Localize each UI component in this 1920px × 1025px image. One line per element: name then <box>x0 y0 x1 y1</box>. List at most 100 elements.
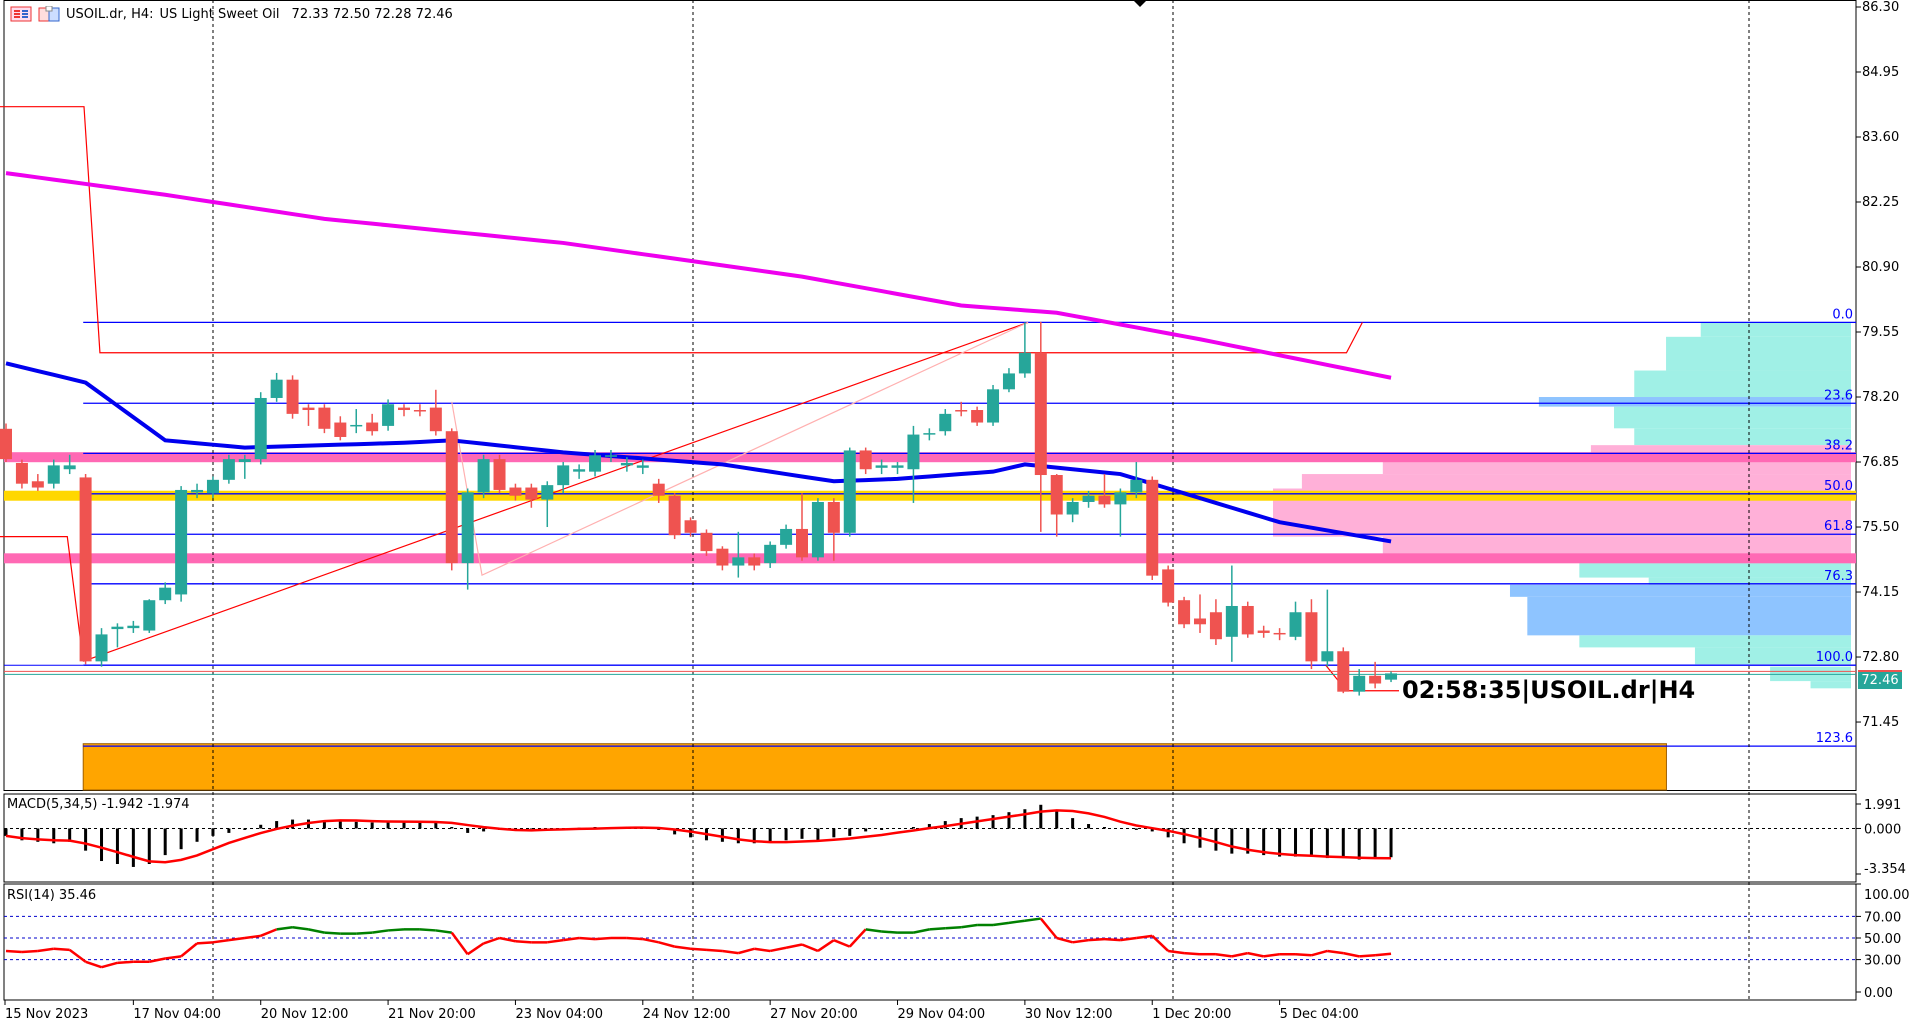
price-axis-label: 86.30 <box>1862 0 1899 15</box>
rsi-line-segment <box>180 942 198 958</box>
macd-axis-label: 0.000 <box>1864 822 1901 837</box>
candle <box>159 582 172 605</box>
volume-profile-bar <box>1634 370 1851 398</box>
candle <box>1050 474 1063 537</box>
price-axis-label: 84.95 <box>1862 65 1899 80</box>
candle <box>1289 601 1302 641</box>
time-axis-label: 29 Nov 04:00 <box>898 1007 986 1022</box>
volume-profile-bar <box>1382 536 1851 554</box>
candle-body <box>493 459 506 490</box>
rsi-line-segment <box>1359 954 1376 958</box>
candle-body <box>652 483 665 496</box>
candle-body <box>350 424 363 427</box>
rsi-label: RSI(14) 35.46 <box>7 888 97 903</box>
rsi-line-segment <box>324 931 341 935</box>
rsi-line-segment <box>260 928 278 937</box>
candle-body <box>1050 475 1063 515</box>
candle <box>15 459 28 489</box>
candle <box>843 447 856 537</box>
rsi-line-segment <box>754 947 771 953</box>
candle-body <box>1034 352 1047 476</box>
candle-body <box>398 407 410 411</box>
candle-body <box>191 489 204 493</box>
volume-profile-bar <box>1648 577 1851 585</box>
candle <box>732 531 745 578</box>
volume-profile-bar <box>1614 406 1851 429</box>
candle-body <box>366 422 379 432</box>
candle-body <box>1066 501 1079 515</box>
rsi-line-segment <box>276 925 293 931</box>
time-axis-label: 17 Nov 04:00 <box>133 1007 221 1022</box>
candle <box>827 498 840 561</box>
candle-body <box>1082 495 1095 502</box>
candle-body <box>461 492 474 564</box>
candle <box>206 476 219 499</box>
candle <box>1305 599 1318 670</box>
candle <box>477 454 490 499</box>
list-icon[interactable] <box>10 6 32 22</box>
candle <box>1018 322 1031 378</box>
candle-body <box>780 528 793 545</box>
price-axis-label: 78.20 <box>1862 390 1899 405</box>
price-axis-label: 74.15 <box>1862 585 1899 600</box>
rsi-line-segment <box>833 939 851 948</box>
fibonacci-level-label: 76.3 <box>1824 569 1853 584</box>
rsi-line-segment <box>769 946 787 953</box>
candle <box>1178 596 1191 629</box>
rsi-line-segment <box>1151 934 1170 952</box>
candle-body <box>859 450 872 470</box>
candle-body <box>79 477 92 662</box>
chart-window-icon[interactable] <box>38 5 60 22</box>
trendline <box>83 321 1029 662</box>
candle-body <box>764 544 777 564</box>
candle <box>509 483 522 501</box>
rsi-line-segment <box>450 931 469 955</box>
candle <box>589 449 602 477</box>
candle-body <box>206 479 219 494</box>
candle <box>445 428 458 571</box>
candle-body <box>1114 492 1127 505</box>
rsi-line-segment <box>913 928 930 934</box>
rsi-line-segment <box>483 936 500 945</box>
rsi-axis-label: 100.00 <box>1864 888 1910 903</box>
rsi-line-segment <box>945 925 962 930</box>
rsi-line-segment <box>929 927 946 931</box>
rsi-line-segment <box>1215 952 1233 958</box>
candle <box>1369 661 1382 689</box>
fibonacci-level-label: 0.0 <box>1832 307 1853 322</box>
rsi-line-segment <box>642 937 659 944</box>
candle <box>1034 321 1047 532</box>
candle-body <box>796 528 808 558</box>
candle <box>764 541 777 568</box>
candle-body <box>127 625 140 629</box>
candle-body <box>1289 612 1302 637</box>
volume-profile-bar <box>1579 563 1851 578</box>
candle <box>286 375 299 419</box>
candle-body <box>477 459 490 493</box>
candle <box>1130 462 1143 499</box>
candle <box>636 459 649 475</box>
candle <box>1385 671 1398 683</box>
candle <box>1257 625 1270 638</box>
ma-fast-line <box>5 361 1392 544</box>
candle <box>652 478 665 503</box>
candle <box>716 546 729 571</box>
time-axis-label: 21 Nov 20:00 <box>388 1007 476 1022</box>
time-axis-label: 23 Nov 04:00 <box>515 1007 603 1022</box>
candle <box>127 620 140 633</box>
candle <box>525 483 538 508</box>
rsi-line-segment <box>547 938 564 944</box>
rsi-line-segment <box>1104 937 1121 942</box>
rsi-line-segment <box>563 936 580 942</box>
candle <box>413 404 426 417</box>
time-axis-label: 30 Nov 12:00 <box>1025 1007 1113 1022</box>
candle <box>1353 669 1366 696</box>
candle-body <box>1353 675 1366 692</box>
candle-body <box>95 634 108 662</box>
candle <box>1321 589 1334 667</box>
horizontal-band <box>4 490 1856 501</box>
fibonacci-level-label: 50.0 <box>1824 479 1853 494</box>
volume-profile-bar <box>1509 584 1851 597</box>
candle-body <box>1162 569 1175 603</box>
